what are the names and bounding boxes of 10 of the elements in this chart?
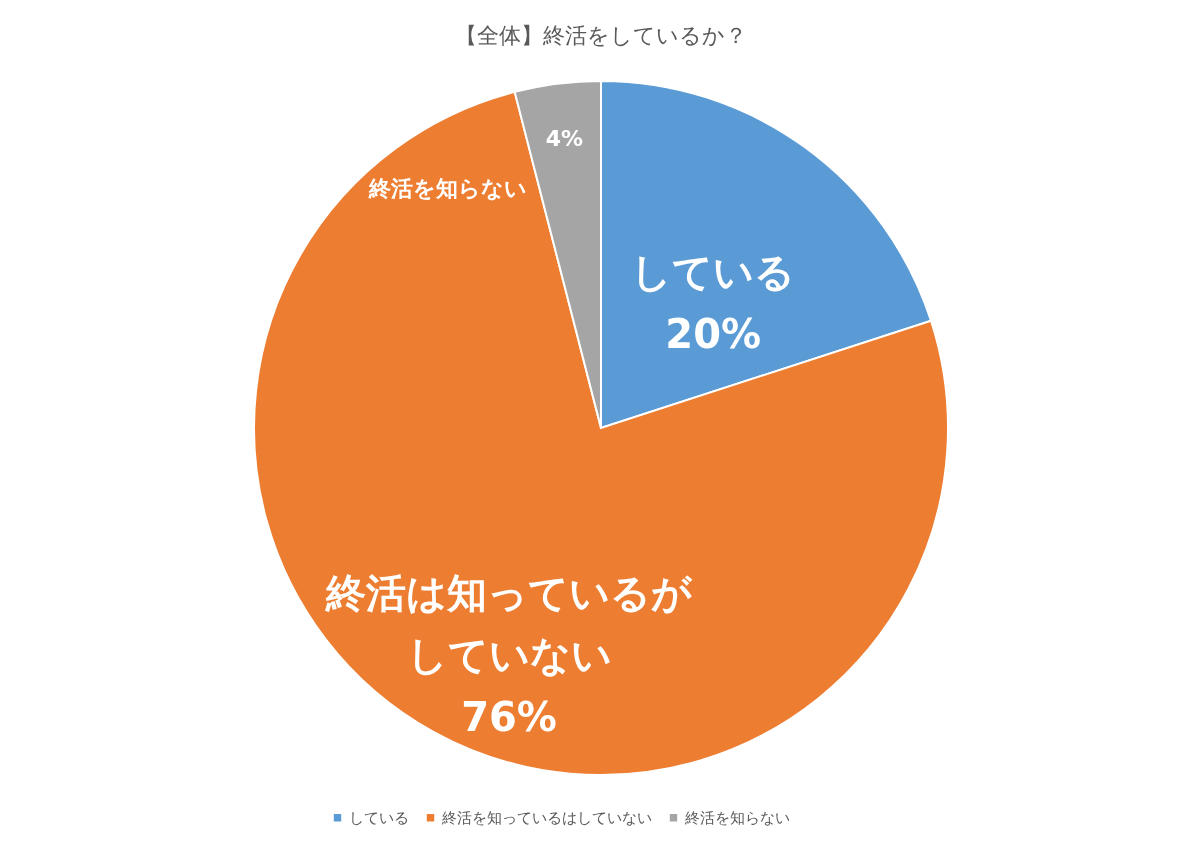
text: 終活は知っているがしていない [326, 570, 693, 679]
legend-label: 終活を知っているはしていない [441, 808, 652, 827]
legend-label: 終活を知らない [684, 808, 790, 827]
data-label: 76% [461, 694, 557, 741]
data-label: 20% [665, 310, 762, 357]
legend-label: している [349, 808, 409, 827]
data-label: 4% [545, 125, 584, 151]
category-label: 終活を知らない [368, 176, 527, 202]
chart-title: 【全体】終活をしているか？ [455, 23, 747, 48]
slice-label: している [631, 248, 796, 295]
